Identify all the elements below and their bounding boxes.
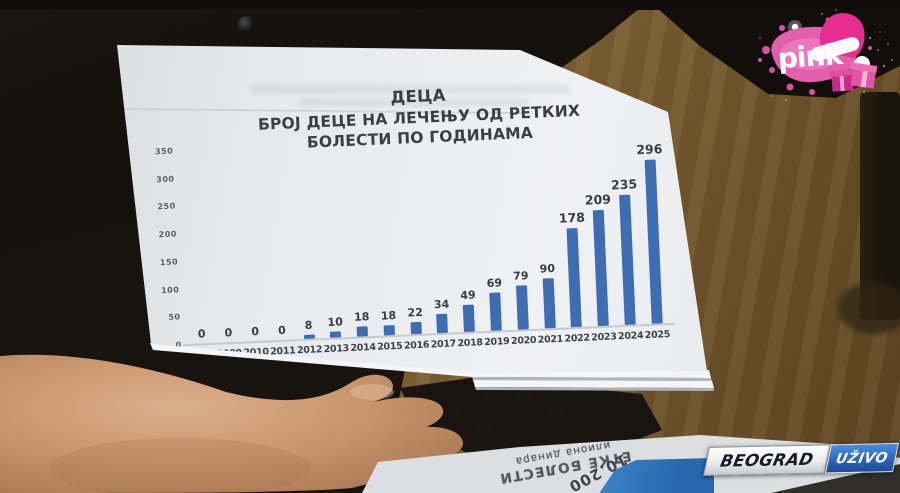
- bar-2021: [542, 278, 556, 329]
- bar-value: 296: [635, 141, 663, 158]
- y-tick-label: 350: [154, 146, 174, 157]
- plot-area: 0200802009020100201182012102013182014182…: [180, 129, 671, 361]
- x-axis-label: 2023: [591, 331, 617, 344]
- banner-location-label: BEOGRAD: [718, 449, 816, 471]
- y-tick-label: 150: [159, 257, 179, 268]
- banner-location-plate: BEOGRAD: [702, 444, 832, 477]
- bar-2015: [383, 325, 395, 336]
- x-axis-label: 2020: [510, 334, 537, 347]
- y-tick-label: 300: [156, 174, 175, 184]
- banner-live-plate: UŽIVO: [824, 442, 900, 474]
- bar-value: 8: [304, 318, 313, 332]
- x-axis-label: 2017: [430, 338, 457, 351]
- bar-value: 18: [380, 308, 397, 323]
- bar-value: 79: [512, 269, 529, 284]
- x-axis-label: 2024: [617, 330, 644, 343]
- banner-live-label: UŽIVO: [834, 449, 890, 467]
- bar-2025: [644, 159, 663, 324]
- bar-2012: [303, 334, 315, 340]
- bleedthrough-text: [250, 84, 570, 94]
- x-axis-label: 2022: [564, 332, 591, 345]
- bar-2020: [515, 285, 529, 330]
- bar-2022: [566, 228, 583, 328]
- bar-2023: [592, 209, 609, 327]
- bar-2014: [356, 326, 369, 337]
- bar-value: 69: [486, 276, 503, 290]
- bar-value: 0: [224, 326, 233, 340]
- gift-boxes: [829, 62, 878, 92]
- bar-2013: [330, 331, 342, 338]
- bar-value: 0: [197, 327, 206, 341]
- bar-2019: [489, 292, 502, 331]
- pink-tv-logo: pink: [758, 9, 893, 101]
- furniture-leg-shadow: [838, 282, 900, 334]
- x-axis-label: 2012: [296, 344, 323, 357]
- bar-2017: [436, 313, 449, 334]
- x-axis-label: 2015: [377, 340, 403, 353]
- x-axis-label: 2016: [403, 339, 430, 352]
- bar-value: 0: [277, 323, 287, 338]
- sparkle-dot: [791, 23, 799, 31]
- bar-2024: [618, 194, 636, 325]
- live-banner: BEOGRAD UŽIVO: [702, 441, 900, 479]
- bar-value: 49: [460, 288, 476, 302]
- top-dark-band: [0, 0, 900, 10]
- clothing-button: [238, 16, 255, 33]
- x-axis-label: 2025: [644, 329, 671, 342]
- y-tick-label: 50: [168, 312, 181, 323]
- x-axis-label: 2014: [350, 341, 376, 354]
- x-axis-label: 2013: [323, 343, 350, 356]
- bar-value: 22: [407, 305, 424, 320]
- y-tick-label: 250: [157, 201, 176, 212]
- x-axis-label: 2021: [537, 333, 564, 346]
- bar-value: 34: [433, 297, 450, 312]
- bleedthrough-text: [300, 98, 530, 107]
- bar-value: 0: [251, 324, 260, 339]
- bar-2016: [410, 321, 422, 335]
- bar-value: 178: [558, 209, 586, 227]
- y-axis: 0 50 100 150 200 250 300 350: [140, 147, 182, 350]
- bar-2018: [462, 304, 476, 332]
- pink-logo-text: pink: [777, 38, 846, 76]
- bar-value: 90: [539, 262, 556, 276]
- bar-value: 10: [327, 315, 344, 330]
- y-tick-label: 100: [160, 284, 180, 295]
- bar-value: 209: [584, 191, 612, 208]
- bar-chart: ДЕЦА БРОЈ ДЕЦЕ НА ЛЕЧЕЊУ ОД РЕТКИХ БОЛЕС…: [138, 77, 679, 368]
- bar-value: 235: [610, 176, 638, 193]
- x-axis-label: 2018: [457, 337, 483, 350]
- bar-value: 18: [353, 310, 370, 324]
- x-axis-label: 2019: [484, 336, 510, 349]
- y-tick-label: 200: [158, 229, 178, 240]
